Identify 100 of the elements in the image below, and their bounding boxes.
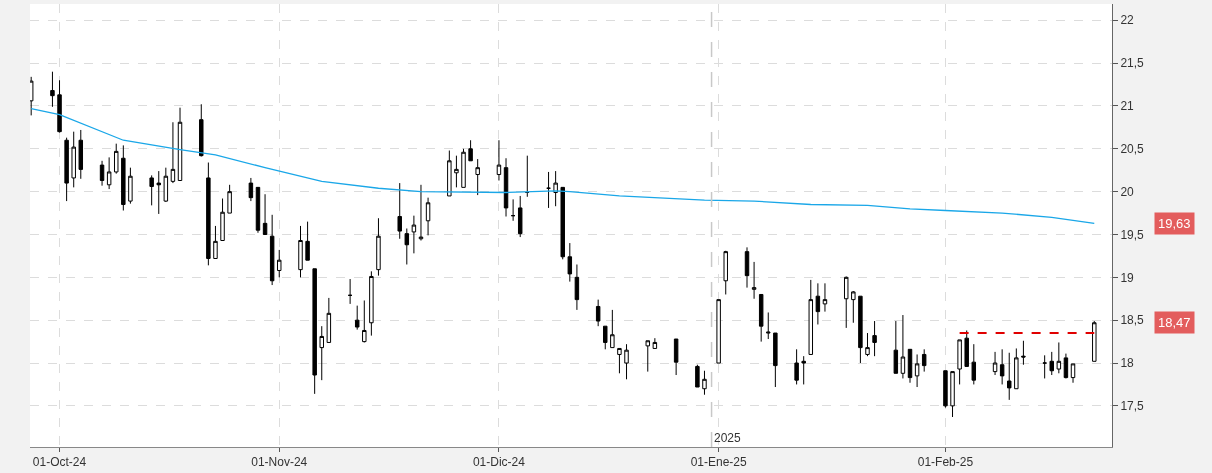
candlestick <box>971 343 977 385</box>
candlestick <box>610 309 615 349</box>
candlestick <box>248 177 254 202</box>
candlestick <box>773 332 778 388</box>
candlestick <box>510 198 516 222</box>
x-tick-label: 01-Oct-24 <box>32 455 87 470</box>
candlestick <box>447 150 452 197</box>
candlestick <box>851 290 856 324</box>
candlestick <box>461 148 466 188</box>
candlestick <box>496 139 502 182</box>
candlestick <box>468 139 473 162</box>
candlestick <box>376 217 381 277</box>
candlestick <box>199 103 204 158</box>
ref-line-label: 2025 <box>714 431 742 445</box>
candlestick <box>553 170 558 207</box>
candlestick <box>106 156 112 190</box>
candlestick <box>914 353 920 388</box>
candlestick <box>1049 351 1054 376</box>
candlestick <box>64 137 69 202</box>
candlestick <box>78 129 84 180</box>
candlestick <box>702 370 707 396</box>
x-tick-label: 01-Dic-24 <box>472 455 526 470</box>
candlestick <box>525 155 530 198</box>
candlestick <box>950 371 955 418</box>
candlestick <box>907 348 913 384</box>
candlestick <box>298 225 303 278</box>
candlestick <box>1070 363 1076 384</box>
x-tick-label: 01-Feb-25 <box>917 455 974 470</box>
candlestick <box>404 228 410 265</box>
candlestick <box>121 144 126 211</box>
candlestick <box>992 351 998 376</box>
candlestick <box>277 249 282 278</box>
candlestick <box>475 158 480 196</box>
candlestick <box>865 332 870 357</box>
candlestick <box>206 162 211 266</box>
candlestick <box>319 325 324 381</box>
candlestick <box>425 197 431 236</box>
candlestick <box>822 282 828 313</box>
candlestick <box>624 343 629 380</box>
candlestick <box>50 71 55 108</box>
candlestick <box>354 305 360 331</box>
candlestick <box>744 246 750 289</box>
candlestick <box>794 348 799 385</box>
candlestick <box>546 171 551 209</box>
candlestick <box>574 263 580 311</box>
candlestick <box>673 338 679 376</box>
y-tick-label: 22 <box>1120 13 1135 28</box>
candlestick <box>603 325 608 350</box>
candlestick <box>156 170 161 215</box>
candlestick <box>815 282 821 325</box>
candlestick <box>177 107 183 182</box>
candlestick <box>269 214 275 286</box>
candlestick <box>227 184 232 214</box>
text: 18,47 <box>1158 315 1191 330</box>
candlestick <box>362 299 367 343</box>
candlestick <box>1042 354 1047 379</box>
candlestick <box>808 279 814 355</box>
candlestick <box>595 299 601 327</box>
candlestick <box>454 155 459 188</box>
candlestick <box>1014 347 1019 390</box>
candlestick <box>872 320 877 357</box>
candlestick <box>617 347 622 374</box>
candlestick <box>900 314 906 379</box>
x-tick-label: 01-Ene-25 <box>690 455 747 470</box>
x-tick-label: 01-Nov-24 <box>251 455 308 470</box>
candlestick <box>645 340 651 373</box>
candlestick <box>99 160 105 187</box>
candlestick <box>149 174 154 206</box>
candlestick <box>716 299 721 364</box>
candlestick <box>369 270 374 337</box>
candlestick <box>751 261 757 300</box>
candlestick <box>723 250 728 295</box>
y-tick-label: 17,5 <box>1120 399 1145 414</box>
y-tick-label: 20 <box>1120 184 1135 199</box>
line-series <box>30 107 1095 225</box>
candlestick <box>964 329 969 367</box>
candlestick <box>1063 353 1069 379</box>
y-tick-label: 18 <box>1120 356 1135 371</box>
candlestick <box>170 121 176 184</box>
candlestick <box>943 370 948 409</box>
candlestick <box>758 293 764 343</box>
candlestick <box>957 339 962 385</box>
candlestick <box>560 186 565 260</box>
candlestick <box>163 167 169 203</box>
candlestick <box>766 311 771 340</box>
candlestick <box>262 193 268 235</box>
candlestick <box>57 79 62 134</box>
candlestick <box>567 242 573 283</box>
candlestick <box>893 320 899 374</box>
y-tick-label: 21 <box>1120 99 1135 114</box>
candlestick <box>1021 340 1026 366</box>
candlestick <box>113 143 119 175</box>
candlestick <box>652 337 658 349</box>
candlestick <box>305 221 310 261</box>
y-tick-label: 20,5 <box>1120 142 1145 157</box>
candlestick <box>921 348 927 373</box>
candlestick <box>858 295 863 364</box>
y-tick-label: 21,5 <box>1120 56 1145 71</box>
text: 19,63 <box>1158 216 1191 231</box>
candlestick <box>220 198 225 241</box>
